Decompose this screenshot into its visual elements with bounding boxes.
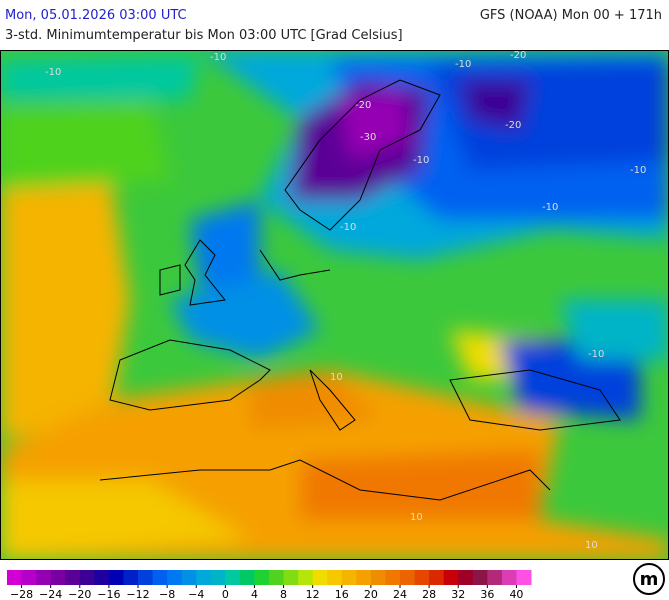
legend-swatch bbox=[50, 570, 66, 585]
legend-label: 12 bbox=[306, 588, 320, 600]
contour-label: -10 bbox=[588, 349, 604, 360]
legend-swatch bbox=[472, 570, 488, 585]
legend-swatch bbox=[385, 570, 401, 585]
legend-swatch bbox=[21, 570, 37, 585]
contour-label: 10 bbox=[330, 372, 343, 383]
legend-swatch bbox=[458, 570, 474, 585]
legend-swatch bbox=[196, 570, 212, 585]
contour-label: -10 bbox=[210, 52, 226, 63]
legend-label: −28 bbox=[10, 588, 33, 600]
contour-label: -20 bbox=[505, 120, 521, 131]
legend-swatch bbox=[65, 570, 81, 585]
legend-label: 24 bbox=[393, 588, 407, 600]
contour-label: -10 bbox=[45, 67, 61, 78]
legend-label: 16 bbox=[335, 588, 349, 600]
legend-label: 8 bbox=[280, 588, 287, 600]
legend-swatch bbox=[356, 570, 372, 585]
logo-text: m bbox=[640, 569, 659, 590]
legend-swatch bbox=[79, 570, 95, 585]
legend-label: −16 bbox=[97, 588, 120, 600]
legend-label: −24 bbox=[39, 588, 62, 600]
legend-label: −4 bbox=[188, 588, 204, 600]
legend-swatch bbox=[414, 570, 430, 585]
legend-swatch bbox=[487, 570, 503, 585]
legend-label: −8 bbox=[159, 588, 175, 600]
contour-label: 10 bbox=[585, 540, 598, 551]
legend-label: 0 bbox=[222, 588, 229, 600]
legend-label: −12 bbox=[126, 588, 149, 600]
logo bbox=[633, 563, 665, 595]
temperature-field: -10 -10 -20 -20 -30 -20 -10 -10 -10 -10 -10 -10 10 10… bbox=[1, 50, 668, 559]
legend-swatch bbox=[108, 570, 124, 585]
legend-swatch bbox=[501, 570, 517, 585]
legend-swatch bbox=[370, 570, 386, 585]
legend-swatch bbox=[254, 570, 270, 585]
contour-label: -10 bbox=[413, 155, 429, 166]
legend-label: 28 bbox=[422, 588, 436, 600]
time-label: Mon, 05.01.2026 03:00 UTC bbox=[5, 8, 187, 23]
contour-label: -10 bbox=[542, 202, 558, 213]
legend-swatch bbox=[123, 570, 139, 585]
legend-swatch bbox=[210, 570, 226, 585]
contour-label: -20 bbox=[355, 100, 371, 111]
subtitle: 3-std. Minimumtemperatur bis Mon 03:00 U… bbox=[5, 28, 403, 43]
legend-swatch bbox=[283, 570, 299, 585]
model-label: GFS (NOAA) Mon 00 + 171h bbox=[480, 8, 662, 23]
legend-swatch bbox=[516, 570, 532, 585]
legend-swatch bbox=[400, 570, 416, 585]
legend-swatch bbox=[443, 570, 459, 585]
legend-label: 36 bbox=[480, 588, 494, 600]
legend-label: −20 bbox=[68, 588, 91, 600]
legend-swatch bbox=[239, 570, 255, 585]
legend-swatch bbox=[429, 570, 445, 585]
legend-swatch bbox=[94, 570, 110, 585]
legend-label: 40 bbox=[509, 588, 523, 600]
contour-label: -10 bbox=[630, 165, 646, 176]
contour-label: -20 bbox=[510, 50, 526, 61]
legend-swatch bbox=[269, 570, 285, 585]
legend-swatch bbox=[341, 570, 357, 585]
legend-swatch bbox=[7, 570, 23, 585]
legend-label: 4 bbox=[251, 588, 258, 600]
legend-swatch bbox=[312, 570, 328, 585]
legend-swatch bbox=[152, 570, 168, 585]
legend-swatch bbox=[298, 570, 314, 585]
contour-label: -10 bbox=[455, 59, 471, 70]
legend-label: 20 bbox=[364, 588, 378, 600]
legend-swatch bbox=[36, 570, 52, 585]
legend-swatch bbox=[167, 570, 183, 585]
legend-swatch bbox=[138, 570, 154, 585]
contour-label: 10 bbox=[410, 512, 423, 523]
contour-label: -10 bbox=[340, 222, 356, 233]
coastlines bbox=[99, 79, 621, 501]
contour-label: -30 bbox=[360, 132, 376, 143]
legend-label: 32 bbox=[451, 588, 465, 600]
legend-swatch bbox=[181, 570, 197, 585]
legend-swatch bbox=[225, 570, 241, 585]
legend-swatch bbox=[327, 570, 343, 585]
